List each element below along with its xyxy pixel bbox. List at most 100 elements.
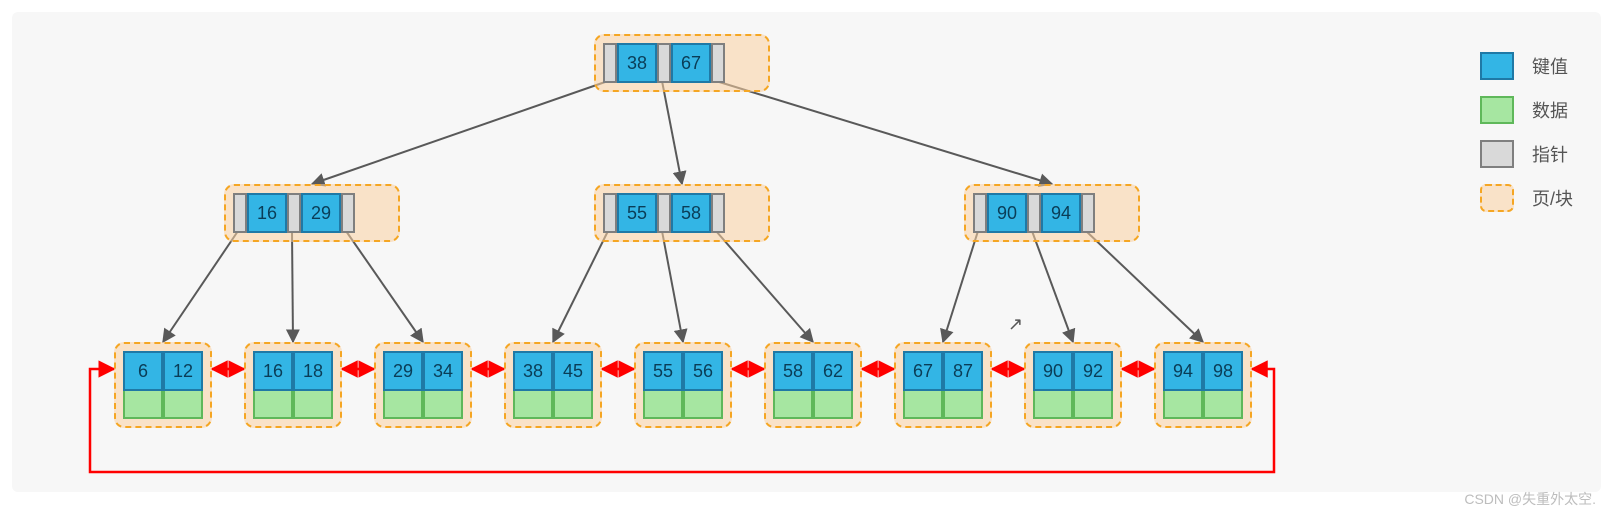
tree-edge: [716, 231, 813, 342]
leaf-column: 16: [253, 351, 293, 419]
legend-label: 指针: [1532, 141, 1568, 167]
swatch-key: [1480, 52, 1514, 80]
swatch-ptr: [1480, 140, 1514, 168]
legend-label: 键值: [1532, 53, 1568, 79]
key-cell: 58: [773, 351, 813, 391]
key-cell: 29: [301, 193, 341, 233]
pointer-cell: [973, 193, 987, 233]
legend: 键值 数据 指针 页/块: [1480, 52, 1573, 212]
leaf-node: 6787: [894, 342, 992, 428]
pointer-cell: [1081, 193, 1095, 233]
data-cell: [293, 391, 333, 419]
data-cell: [123, 391, 163, 419]
data-cell: [383, 391, 423, 419]
key-cell: 12: [163, 351, 203, 391]
key-cell: 16: [247, 193, 287, 233]
leaf-column: 87: [943, 351, 983, 419]
data-cell: [683, 391, 723, 419]
leaf-column: 67: [903, 351, 943, 419]
key-cell: 67: [671, 43, 711, 83]
legend-item-ptr: 指针: [1480, 140, 1573, 168]
key-cell: 94: [1163, 351, 1203, 391]
tree-edge: [346, 231, 423, 342]
pointer-cell: [603, 43, 617, 83]
leaf-node: 612: [114, 342, 212, 428]
internal-node: 90 94: [964, 184, 1140, 242]
pointer-cell: [711, 193, 725, 233]
pointer-cell: [603, 193, 617, 233]
data-cell: [1203, 391, 1243, 419]
data-cell: [423, 391, 463, 419]
tree-edge: [662, 231, 683, 342]
leaf-column: 98: [1203, 351, 1243, 419]
key-cell: 56: [683, 351, 723, 391]
key-cell: 34: [423, 351, 463, 391]
leaf-column: 45: [553, 351, 593, 419]
key-cell: 16: [253, 351, 293, 391]
leaf-column: 62: [813, 351, 853, 419]
key-cell: 38: [513, 351, 553, 391]
leaf-column: 34: [423, 351, 463, 419]
data-cell: [943, 391, 983, 419]
key-cell: 58: [671, 193, 711, 233]
pointer-cell: [341, 193, 355, 233]
pointer-cell: [711, 43, 725, 83]
leaf-column: 38: [513, 351, 553, 419]
cursor-icon: ↖: [1008, 314, 1023, 335]
leaf-column: 92: [1073, 351, 1113, 419]
leaf-column: 12: [163, 351, 203, 419]
leaf-node: 1618: [244, 342, 342, 428]
tree-edge: [1086, 231, 1203, 342]
data-cell: [553, 391, 593, 419]
pointer-cell: [657, 193, 671, 233]
leaf-column: 58: [773, 351, 813, 419]
tree-edge: [163, 231, 238, 342]
key-cell: 90: [987, 193, 1027, 233]
leaf-node: 5556: [634, 342, 732, 428]
data-cell: [813, 391, 853, 419]
legend-label: 页/块: [1532, 185, 1573, 211]
data-cell: [643, 391, 683, 419]
key-cell: 29: [383, 351, 423, 391]
leaf-column: 94: [1163, 351, 1203, 419]
leaf-node: 3845: [504, 342, 602, 428]
diagram-canvas: 3867162955589094612161829343845555658626…: [12, 12, 1601, 492]
key-cell: 45: [553, 351, 593, 391]
tree-edge: [1032, 231, 1073, 342]
pointer-cell: [1027, 193, 1041, 233]
data-cell: [253, 391, 293, 419]
key-cell: 67: [903, 351, 943, 391]
legend-item-block: 页/块: [1480, 184, 1573, 212]
internal-node: 1629: [224, 184, 400, 242]
key-cell: 38: [617, 43, 657, 83]
watermark-text: CSDN @失重外太空.: [1464, 489, 1596, 509]
leaf-column: 6: [123, 351, 163, 419]
legend-item-key: 键值: [1480, 52, 1573, 80]
leaf-column: 90: [1033, 351, 1073, 419]
tree-edge: [553, 231, 608, 342]
key-cell: 18: [293, 351, 333, 391]
legend-label: 数据: [1532, 97, 1568, 123]
tree-edge: [292, 231, 293, 342]
internal-node: 38 67: [594, 34, 770, 92]
pointer-cell: [657, 43, 671, 83]
swatch-block: [1480, 184, 1514, 212]
leaf-column: 29: [383, 351, 423, 419]
key-cell: 87: [943, 351, 983, 391]
leaf-node: 5862: [764, 342, 862, 428]
leaf-column: 55: [643, 351, 683, 419]
tree-edge: [312, 81, 608, 184]
leaf-node: 9498: [1154, 342, 1252, 428]
tree-edge: [662, 81, 682, 184]
tree-edge: [943, 231, 978, 342]
legend-item-data: 数据: [1480, 96, 1573, 124]
key-cell: 6: [123, 351, 163, 391]
key-cell: 55: [643, 351, 683, 391]
pointer-cell: [233, 193, 247, 233]
data-cell: [773, 391, 813, 419]
leaf-node: 2934: [374, 342, 472, 428]
swatch-data: [1480, 96, 1514, 124]
key-cell: 98: [1203, 351, 1243, 391]
key-cell: 94: [1041, 193, 1081, 233]
pointer-cell: [287, 193, 301, 233]
